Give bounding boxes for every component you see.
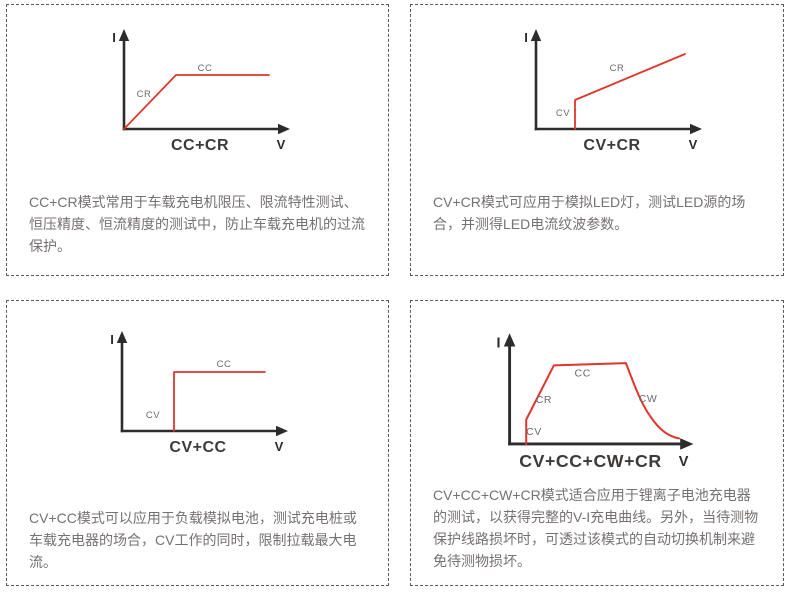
segment-label: CR: [536, 394, 552, 406]
mode-description: CC+CR模式常用于车载充电机限压、限流特性测试、恒压精度、恒流精度的测试中，防…: [29, 194, 365, 254]
mode-label: CC+CR: [171, 137, 229, 154]
segment-label: CV: [146, 410, 160, 421]
mode-description: CV+CC模式可以应用于负载模拟电池，测试充电桩或车载充电器的场合，CV工作的同…: [29, 510, 357, 570]
y-axis-arrow-icon: [530, 29, 542, 41]
x-axis-label: V: [679, 454, 689, 470]
mode-chart-cv-cc-cw-cr: CV CR CC CW I V CV+CC+CW+CR: [497, 333, 694, 471]
segment-label: CW: [639, 393, 658, 405]
mode-label: CV+CC: [169, 439, 226, 456]
curve: [123, 74, 270, 130]
y-axis-arrow-icon: [503, 333, 516, 347]
segment-label: CC: [217, 359, 232, 370]
panel-cv-cc-cw-cr: CV CR CC CW I V CV+CC+CW+CR CV+CC+CW+CR模式适合…: [410, 300, 784, 586]
segment-labels: CV CR: [556, 63, 624, 119]
x-axis-arrow-icon: [680, 438, 694, 450]
y-axis-label: I: [497, 336, 501, 352]
y-axis-label: I: [524, 30, 528, 45]
panel-cv-cc: CV CC I V CV+CC CV+CC模式可以应用于负载模拟电池，测试充电桩或…: [6, 300, 389, 586]
y-axis-label: I: [112, 30, 116, 45]
segment-labels: CV CC: [146, 359, 231, 421]
y-axis-arrow-icon: [116, 331, 128, 343]
mode-description: CV+CC+CW+CR模式适合应用于锂离子电池充电器的测试，以获得完整的V-I充…: [433, 487, 759, 569]
y-axis-arrow-icon: [118, 29, 130, 41]
segment-label: CV: [526, 426, 542, 438]
curve: [173, 371, 266, 432]
mode-label: CV+CC+CW+CR: [519, 451, 661, 471]
panel-cv-cr: CV CR I V CV+CR CV+CR模式可应用于模拟LED灯，测试LED源的…: [410, 4, 784, 276]
x-axis-label: V: [689, 137, 698, 152]
mode-chart-cv-cc: CV CC I V CV+CC: [110, 331, 288, 456]
mode-description: CV+CR模式可应用于模拟LED灯，测试LED源的场合，并测得LED电流纹波参数…: [433, 194, 746, 232]
segment-label: CC: [198, 63, 213, 74]
segment-label: CV: [556, 108, 570, 119]
mode-label: CV+CR: [583, 137, 640, 154]
mode-chart-cc-cr: CR CC I V CC+CR: [112, 29, 290, 154]
segment-label: CR: [137, 89, 152, 100]
mode-chart-cv-cr: CV CR I V CV+CR: [524, 29, 702, 154]
x-axis-arrow-icon: [276, 425, 288, 437]
x-axis-label: V: [277, 137, 286, 152]
curve: [525, 362, 681, 445]
y-axis-label: I: [110, 332, 114, 347]
segment-labels: CV CR CC CW: [526, 367, 657, 438]
segment-label: CR: [610, 63, 625, 74]
x-axis-arrow-icon: [278, 123, 290, 135]
segment-labels: CR CC: [137, 63, 213, 100]
x-axis-label: V: [275, 439, 284, 454]
segment-label: CC: [575, 367, 591, 379]
curve: [574, 53, 686, 130]
x-axis-arrow-icon: [690, 123, 702, 135]
panel-cc-cr: CR CC I V CC+CR CC+CR模式常用于车载充电机限压、限流特性测试、…: [6, 4, 389, 276]
